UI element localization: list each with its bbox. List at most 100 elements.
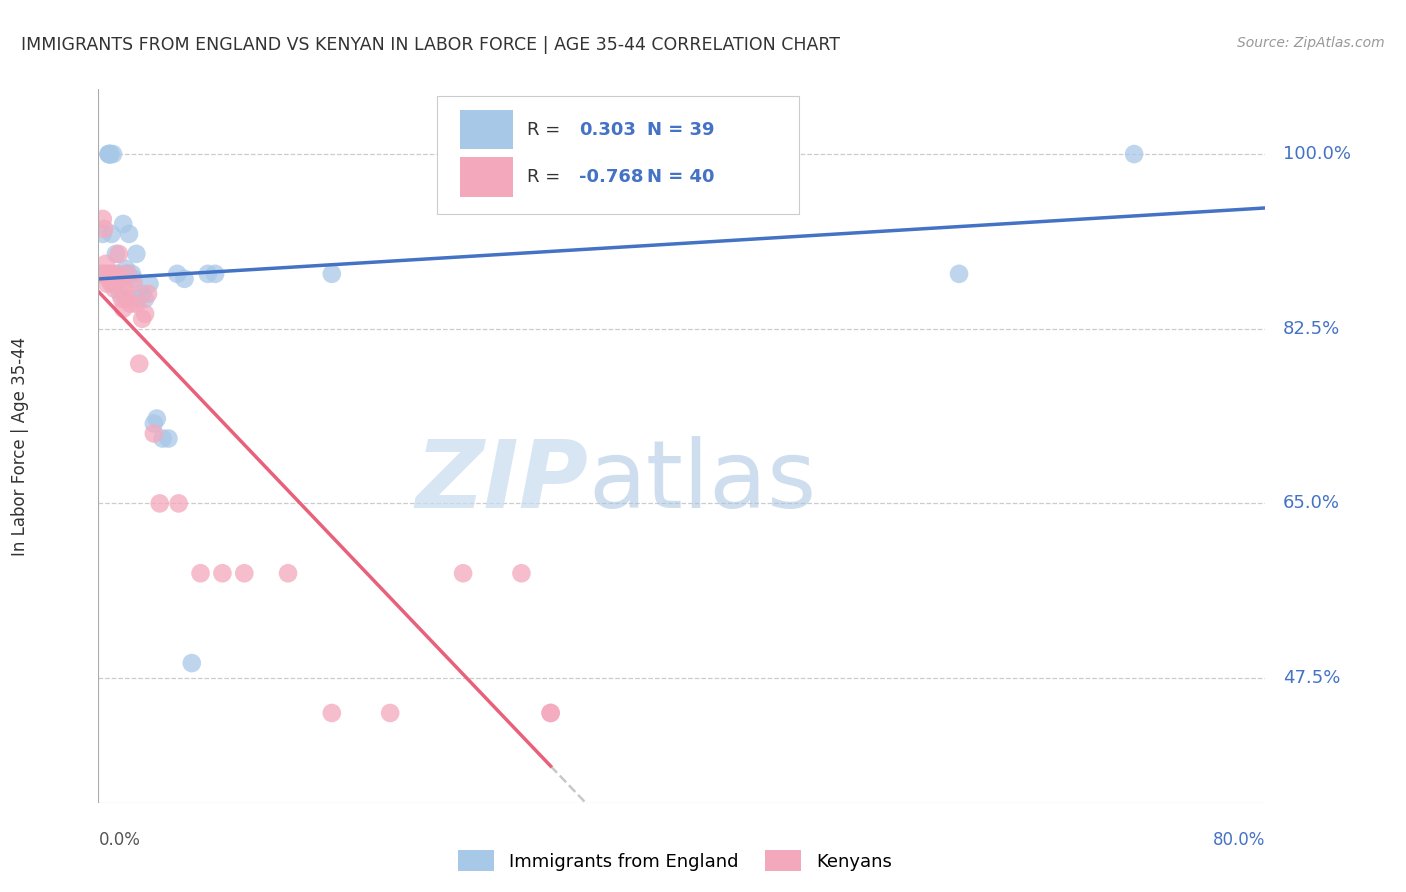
Point xyxy=(93,222,115,236)
Point xyxy=(100,277,122,291)
Text: atlas: atlas xyxy=(589,435,817,528)
Point xyxy=(101,272,124,286)
Point xyxy=(948,267,970,281)
Legend: Immigrants from England, Kenyans: Immigrants from England, Kenyans xyxy=(451,843,898,879)
Point xyxy=(101,147,124,161)
Point xyxy=(166,267,188,281)
Point xyxy=(233,566,256,581)
Point xyxy=(115,261,138,276)
Text: 0.0%: 0.0% xyxy=(98,831,141,849)
Point xyxy=(321,706,343,720)
Point xyxy=(105,267,128,281)
Text: 0.303: 0.303 xyxy=(579,121,636,139)
Point xyxy=(180,656,202,670)
Point xyxy=(110,272,132,286)
FancyBboxPatch shape xyxy=(460,111,513,150)
Text: -0.768: -0.768 xyxy=(579,168,644,186)
Point xyxy=(97,147,120,161)
FancyBboxPatch shape xyxy=(437,96,799,214)
Point xyxy=(104,247,127,261)
Text: IMMIGRANTS FROM ENGLAND VS KENYAN IN LABOR FORCE | AGE 35-44 CORRELATION CHART: IMMIGRANTS FROM ENGLAND VS KENYAN IN LAB… xyxy=(21,36,841,54)
Point xyxy=(104,267,127,281)
Point xyxy=(91,267,114,281)
Point xyxy=(103,282,125,296)
Text: R =: R = xyxy=(527,168,565,186)
Point xyxy=(115,292,138,306)
Point xyxy=(540,706,562,720)
Text: N = 39: N = 39 xyxy=(647,121,714,139)
Point xyxy=(115,267,138,281)
Point xyxy=(128,357,150,371)
Point xyxy=(134,307,156,321)
Point xyxy=(540,147,562,161)
Point xyxy=(131,286,153,301)
Point xyxy=(510,566,533,581)
Point xyxy=(451,566,474,581)
Point xyxy=(127,292,149,306)
FancyBboxPatch shape xyxy=(460,157,513,196)
Point xyxy=(121,267,143,281)
Text: 82.5%: 82.5% xyxy=(1282,319,1340,338)
Point xyxy=(117,267,139,281)
Point xyxy=(98,147,121,161)
Point xyxy=(100,227,122,241)
Point xyxy=(108,247,131,261)
Text: 65.0%: 65.0% xyxy=(1282,494,1340,512)
Point xyxy=(122,272,145,286)
Point xyxy=(117,267,139,281)
Text: ZIP: ZIP xyxy=(416,435,589,528)
Point xyxy=(157,432,180,446)
Point xyxy=(211,566,233,581)
Point xyxy=(131,311,153,326)
Text: 100.0%: 100.0% xyxy=(1282,145,1351,163)
Point xyxy=(125,247,148,261)
Point xyxy=(190,566,212,581)
Point xyxy=(321,267,343,281)
Point xyxy=(146,411,169,425)
Point xyxy=(120,297,142,311)
Point xyxy=(91,227,114,241)
Point xyxy=(125,297,148,311)
Text: 47.5%: 47.5% xyxy=(1282,669,1340,687)
Text: In Labor Force | Age 35-44: In Labor Force | Age 35-44 xyxy=(11,336,30,556)
Point xyxy=(90,267,112,281)
Point xyxy=(173,272,195,286)
Point xyxy=(142,417,165,431)
Point xyxy=(97,147,120,161)
Point xyxy=(110,286,132,301)
Point xyxy=(103,277,125,291)
Point xyxy=(380,706,402,720)
Point xyxy=(94,267,117,281)
Point xyxy=(98,147,121,161)
Point xyxy=(204,267,226,281)
Point xyxy=(112,217,135,231)
Point xyxy=(122,277,145,291)
Point xyxy=(149,496,172,510)
Point xyxy=(100,267,122,281)
Point xyxy=(138,277,160,291)
Point xyxy=(111,292,134,306)
Text: R =: R = xyxy=(527,121,565,139)
Text: 80.0%: 80.0% xyxy=(1213,831,1265,849)
Point xyxy=(112,301,135,316)
Text: Source: ZipAtlas.com: Source: ZipAtlas.com xyxy=(1237,36,1385,50)
Point xyxy=(136,286,159,301)
Point xyxy=(118,227,141,241)
Point xyxy=(98,267,121,281)
Point xyxy=(142,426,165,441)
Point xyxy=(134,292,156,306)
Point xyxy=(96,277,118,291)
Point xyxy=(94,257,117,271)
Point xyxy=(98,147,121,161)
Point xyxy=(197,267,219,281)
Point xyxy=(97,272,120,286)
Point xyxy=(540,706,562,720)
Text: N = 40: N = 40 xyxy=(647,168,714,186)
Point xyxy=(167,496,190,510)
Point xyxy=(91,211,114,226)
Point xyxy=(105,272,128,286)
Point xyxy=(114,282,136,296)
Point xyxy=(152,432,174,446)
Point xyxy=(277,566,299,581)
Point xyxy=(1123,147,1146,161)
